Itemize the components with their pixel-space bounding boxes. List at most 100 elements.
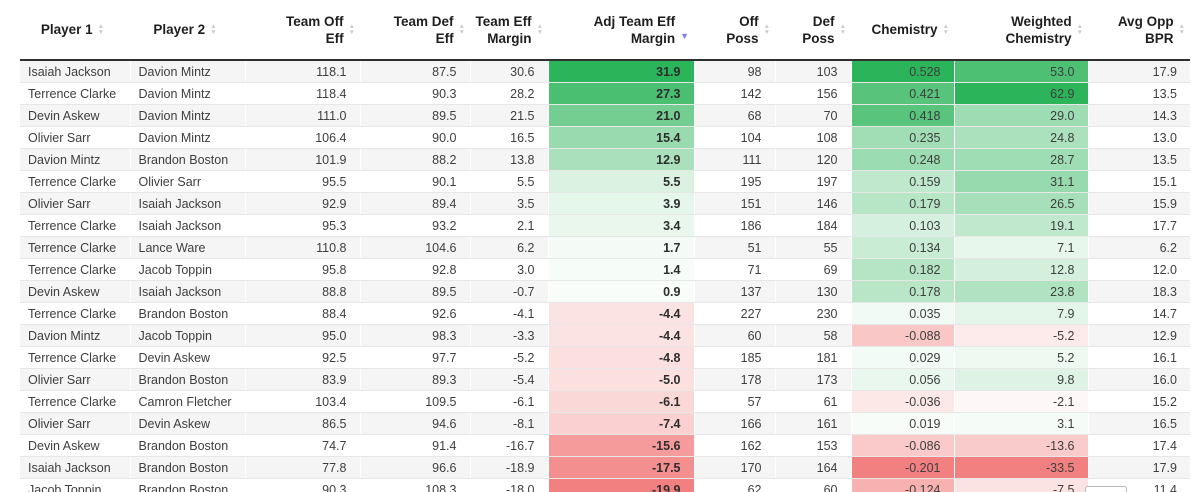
cell-chemistry: -0.088: [850, 324, 954, 347]
cell-avg_opp_bpr: 16.5: [1087, 412, 1190, 435]
table-row: Terrence Clarke Lance Ware 110.8 104.6 6.2 1.…: [20, 236, 1190, 259]
pagination-button[interactable]: [1085, 486, 1127, 492]
cell-player1: Olivier Sarr: [20, 368, 130, 391]
cell-team_eff_margin: -5.4: [469, 368, 548, 391]
cell-player1: Isaiah Jackson: [20, 456, 130, 479]
cell-team_def_eff: 92.8: [359, 258, 470, 281]
cell-weighted_chemistry: 31.1: [953, 170, 1088, 193]
column-header-def_poss[interactable]: Def Poss ▲ ▼: [775, 0, 851, 61]
cell-off_poss: 185: [693, 346, 775, 369]
cell-adj_team_eff_margin: 1.7: [547, 236, 694, 259]
cell-team_off_eff: 74.7: [244, 434, 360, 457]
cell-off_poss: 142: [693, 82, 775, 105]
column-header-adj_team_eff_margin[interactable]: Adj Team Eff Margin ▼: [548, 0, 694, 61]
cell-off_poss: 60: [693, 324, 775, 347]
cell-off_poss: 68: [693, 104, 775, 127]
cell-player1: Terrence Clarke: [20, 302, 130, 325]
cell-team_off_eff: 86.5: [244, 412, 360, 435]
cell-team_off_eff: 95.3: [244, 214, 360, 237]
cell-player1: Davion Mintz: [20, 148, 130, 171]
cell-team_eff_margin: -4.1: [469, 302, 548, 325]
cell-chemistry: 0.029: [850, 346, 954, 369]
cell-def_poss: 55: [774, 236, 851, 259]
cell-player1: Terrence Clarke: [20, 390, 130, 413]
cell-chemistry: 0.019: [850, 412, 954, 435]
cell-team_def_eff: 98.3: [359, 324, 470, 347]
cell-team_off_eff: 90.3: [244, 478, 360, 492]
cell-team_eff_margin: 5.5: [469, 170, 548, 193]
sort-toggle-icon: ▲ ▼: [348, 23, 355, 36]
cell-weighted_chemistry: 28.7: [953, 148, 1088, 171]
cell-chemistry: 0.103: [850, 214, 954, 237]
cell-player2: Lance Ware: [129, 236, 245, 259]
cell-team_eff_margin: 16.5: [469, 126, 548, 149]
cell-chemistry: 0.035: [850, 302, 954, 325]
cell-adj_team_eff_margin: 31.9: [547, 60, 694, 83]
table-header: Player 1 ▲ ▼ Player 2 ▲ ▼ Team Off Eff ▲ ▼ Team De…: [20, 0, 1190, 61]
sort-toggle-icon: ▲ ▼: [97, 23, 105, 36]
cell-avg_opp_bpr: 12.9: [1087, 324, 1190, 347]
cell-team_off_eff: 92.9: [244, 192, 360, 215]
sort-toggle-icon: ▲ ▼: [839, 23, 846, 36]
column-header-chemistry[interactable]: Chemistry ▲ ▼: [851, 0, 954, 61]
cell-team_eff_margin: -18.0: [469, 478, 548, 492]
cell-team_eff_margin: 3.5: [469, 192, 548, 215]
cell-adj_team_eff_margin: -19.9: [547, 478, 694, 492]
cell-off_poss: 151: [693, 192, 775, 215]
cell-def_poss: 130: [774, 280, 851, 303]
cell-chemistry: 0.134: [850, 236, 954, 259]
column-header-off_poss[interactable]: Off Poss ▲ ▼: [694, 0, 775, 61]
cell-team_def_eff: 96.6: [359, 456, 470, 479]
column-header-player1[interactable]: Player 1 ▲ ▼: [20, 0, 130, 61]
cell-team_def_eff: 89.4: [359, 192, 470, 215]
cell-def_poss: 184: [774, 214, 851, 237]
cell-def_poss: 161: [774, 412, 851, 435]
cell-weighted_chemistry: -5.2: [953, 324, 1088, 347]
cell-player2: Isaiah Jackson: [129, 192, 245, 215]
cell-player2: Devin Askew: [129, 346, 245, 369]
cell-player2: Isaiah Jackson: [129, 214, 245, 237]
cell-avg_opp_bpr: 14.3: [1087, 104, 1190, 127]
cell-weighted_chemistry: 9.8: [953, 368, 1088, 391]
cell-player1: Isaiah Jackson: [20, 60, 130, 83]
cell-player1: Davion Mintz: [20, 324, 130, 347]
cell-off_poss: 162: [693, 434, 775, 457]
table-row: Terrence Clarke Isaiah Jackson 95.3 93.2 2.1…: [20, 214, 1190, 237]
cell-adj_team_eff_margin: 1.4: [547, 258, 694, 281]
cell-off_poss: 166: [693, 412, 775, 435]
cell-def_poss: 103: [774, 60, 851, 83]
cell-adj_team_eff_margin: 3.4: [547, 214, 694, 237]
cell-team_def_eff: 109.5: [359, 390, 470, 413]
cell-off_poss: 178: [693, 368, 775, 391]
cell-def_poss: 156: [774, 82, 851, 105]
table-row: Terrence Clarke Olivier Sarr 95.5 90.1 5.5 5.…: [20, 170, 1190, 193]
column-header-team_off_eff[interactable]: Team Off Eff ▲ ▼: [245, 0, 360, 61]
cell-avg_opp_bpr: 15.1: [1087, 170, 1190, 193]
cell-player1: Terrence Clarke: [20, 236, 130, 259]
cell-chemistry: 0.421: [850, 82, 954, 105]
cell-team_def_eff: 94.6: [359, 412, 470, 435]
cell-adj_team_eff_margin: -5.0: [547, 368, 694, 391]
column-header-team_eff_margin[interactable]: Team Eff Margin ▲ ▼: [470, 0, 548, 61]
table-row: Terrence Clarke Jacob Toppin 95.8 92.8 3.0 1.…: [20, 258, 1190, 281]
cell-avg_opp_bpr: 6.2: [1087, 236, 1190, 259]
sort-desc-icon: ▼: [680, 30, 689, 41]
cell-chemistry: -0.086: [850, 434, 954, 457]
column-header-team_def_eff[interactable]: Team Def Eff ▲ ▼: [360, 0, 470, 61]
cell-player1: Devin Askew: [20, 104, 130, 127]
cell-team_eff_margin: 28.2: [469, 82, 548, 105]
cell-weighted_chemistry: -2.1: [953, 390, 1088, 413]
cell-weighted_chemistry: 5.2: [953, 346, 1088, 369]
sort-toggle-icon: ▲ ▼: [210, 23, 217, 36]
cell-team_def_eff: 108.3: [359, 478, 470, 492]
column-header-player2[interactable]: Player 2 ▲ ▼: [130, 0, 245, 61]
sort-toggle-icon: ▲ ▼: [1178, 23, 1185, 36]
sort-toggle-icon: ▲ ▼: [763, 23, 770, 36]
column-header-avg_opp_bpr[interactable]: Avg Opp BPR ▲ ▼: [1088, 0, 1190, 61]
cell-player1: Olivier Sarr: [20, 412, 130, 435]
cell-avg_opp_bpr: 15.9: [1087, 192, 1190, 215]
column-header-weighted_chemistry[interactable]: Weighted Chemistry ▲ ▼: [954, 0, 1088, 61]
table-row: Terrence Clarke Davion Mintz 118.4 90.3 28.2…: [20, 82, 1190, 105]
cell-weighted_chemistry: 19.1: [953, 214, 1088, 237]
cell-team_off_eff: 101.9: [244, 148, 360, 171]
